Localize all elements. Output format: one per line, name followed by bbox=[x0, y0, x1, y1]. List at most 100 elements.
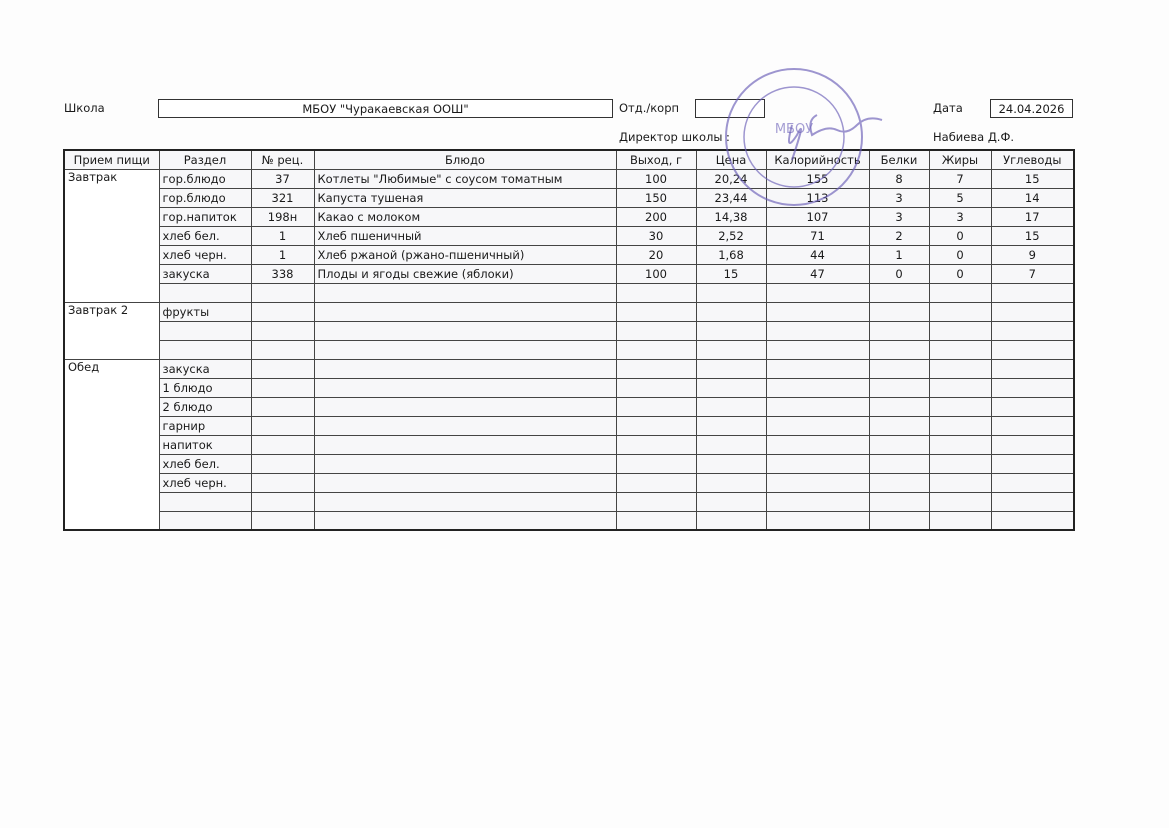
column-header: Раздел bbox=[158, 149, 252, 170]
cell-recipe bbox=[250, 510, 315, 531]
cell-kcal bbox=[765, 320, 870, 341]
table-header-row: Прием пищи Раздел № рец. Блюдо Выход, г Цена К… bbox=[63, 149, 1075, 170]
cell-section: гарнир bbox=[158, 415, 252, 436]
table-row: хлеб бел. 1 Хлеб пшеничный 30 2,52 71 2 0 15 bbox=[64, 225, 1075, 246]
cell-section bbox=[158, 510, 252, 531]
cell-recipe bbox=[250, 320, 315, 341]
cell-carbs: 7 bbox=[990, 263, 1075, 284]
cell-fat bbox=[928, 415, 992, 436]
cell-fat bbox=[928, 282, 992, 303]
table-row: хлеб черн. bbox=[64, 472, 1075, 493]
cell-yield bbox=[615, 358, 697, 379]
cell-dish bbox=[313, 339, 617, 360]
cell-carbs: 15 bbox=[990, 168, 1075, 189]
cell-yield bbox=[615, 434, 697, 455]
cell-yield bbox=[615, 510, 697, 531]
cell-protein: 8 bbox=[868, 168, 930, 189]
cell-dish bbox=[313, 434, 617, 455]
cell-yield: 30 bbox=[615, 225, 697, 246]
cell-price bbox=[695, 491, 767, 512]
cell-kcal bbox=[765, 358, 870, 379]
column-header: Калорийность bbox=[765, 149, 870, 170]
cell-protein bbox=[868, 339, 930, 360]
cell-dish bbox=[313, 510, 617, 531]
cell-fat bbox=[928, 320, 992, 341]
cell-section: гор.блюдо bbox=[158, 168, 252, 189]
cell-yield bbox=[615, 282, 697, 303]
cell-kcal: 113 bbox=[765, 187, 870, 208]
cell-fat bbox=[928, 358, 992, 379]
table-row bbox=[64, 320, 1075, 341]
cell-yield bbox=[615, 491, 697, 512]
cell-fat bbox=[928, 377, 992, 398]
table-row: напиток bbox=[64, 434, 1075, 455]
cell-section: закуска bbox=[158, 358, 252, 379]
table-row: Завтрак 2 фрукты bbox=[63, 301, 1075, 360]
cell-section: хлеб бел. bbox=[158, 453, 252, 474]
cell-section bbox=[158, 282, 252, 303]
cell-dish: Хлеб пшеничный bbox=[313, 225, 617, 246]
cell-recipe bbox=[250, 434, 315, 455]
cell-recipe bbox=[250, 282, 315, 303]
cell-kcal bbox=[765, 377, 870, 398]
cell-carbs bbox=[990, 472, 1075, 493]
cell-fat: 0 bbox=[928, 263, 992, 284]
cell-protein bbox=[868, 472, 930, 493]
cell-price bbox=[695, 377, 767, 398]
cell-kcal: 155 bbox=[765, 168, 870, 189]
cell-fat bbox=[928, 301, 992, 322]
cell-protein bbox=[868, 453, 930, 474]
cell-dish: Хлеб ржаной (ржано-пшеничный) bbox=[313, 244, 617, 265]
cell-yield bbox=[615, 377, 697, 398]
column-header: № рец. bbox=[250, 149, 315, 170]
cell-section bbox=[158, 491, 252, 512]
cell-protein: 3 bbox=[868, 187, 930, 208]
cell-recipe: 1 bbox=[250, 225, 315, 246]
cell-carbs: 9 bbox=[990, 244, 1075, 265]
cell-price bbox=[695, 415, 767, 436]
cell-carbs bbox=[990, 510, 1075, 531]
column-header: Цена bbox=[695, 149, 767, 170]
cell-yield bbox=[615, 415, 697, 436]
cell-carbs bbox=[990, 396, 1075, 417]
cell-protein bbox=[868, 491, 930, 512]
cell-section bbox=[158, 339, 252, 360]
cell-fat bbox=[928, 472, 992, 493]
column-header: Блюдо bbox=[313, 149, 617, 170]
cell-kcal: 107 bbox=[765, 206, 870, 227]
meal-name: Обед bbox=[63, 358, 160, 531]
table-row bbox=[64, 491, 1075, 512]
cell-yield: 100 bbox=[615, 263, 697, 284]
school-field: МБОУ "Чуракаевская ООШ" bbox=[158, 99, 613, 118]
cell-recipe: 37 bbox=[250, 168, 315, 189]
cell-carbs bbox=[990, 358, 1075, 379]
cell-protein bbox=[868, 282, 930, 303]
cell-fat: 0 bbox=[928, 244, 992, 265]
cell-carbs bbox=[990, 415, 1075, 436]
cell-recipe bbox=[250, 491, 315, 512]
cell-yield bbox=[615, 453, 697, 474]
cell-section: закуска bbox=[158, 263, 252, 284]
cell-price: 1,68 bbox=[695, 244, 767, 265]
cell-dish bbox=[313, 472, 617, 493]
cell-price bbox=[695, 396, 767, 417]
cell-dish: Плоды и ягоды свежие (яблоки) bbox=[313, 263, 617, 284]
table-row: закуска 338 Плоды и ягоды свежие (яблоки) 1… bbox=[64, 263, 1075, 284]
cell-price: 15 bbox=[695, 263, 767, 284]
cell-kcal: 44 bbox=[765, 244, 870, 265]
cell-kcal bbox=[765, 396, 870, 417]
cell-fat: 7 bbox=[928, 168, 992, 189]
cell-price bbox=[695, 453, 767, 474]
menu-table: Прием пищи Раздел № рец. Блюдо Выход, г Цена К… bbox=[63, 149, 1075, 531]
meal-name: Завтрак 2 bbox=[63, 301, 160, 360]
table-row: 1 блюдо bbox=[64, 377, 1075, 398]
cell-kcal bbox=[765, 472, 870, 493]
cell-dish bbox=[313, 453, 617, 474]
cell-fat bbox=[928, 453, 992, 474]
cell-yield: 150 bbox=[615, 187, 697, 208]
cell-recipe bbox=[250, 472, 315, 493]
cell-protein bbox=[868, 396, 930, 417]
cell-kcal bbox=[765, 434, 870, 455]
cell-yield bbox=[615, 339, 697, 360]
cell-section: 2 блюдо bbox=[158, 396, 252, 417]
